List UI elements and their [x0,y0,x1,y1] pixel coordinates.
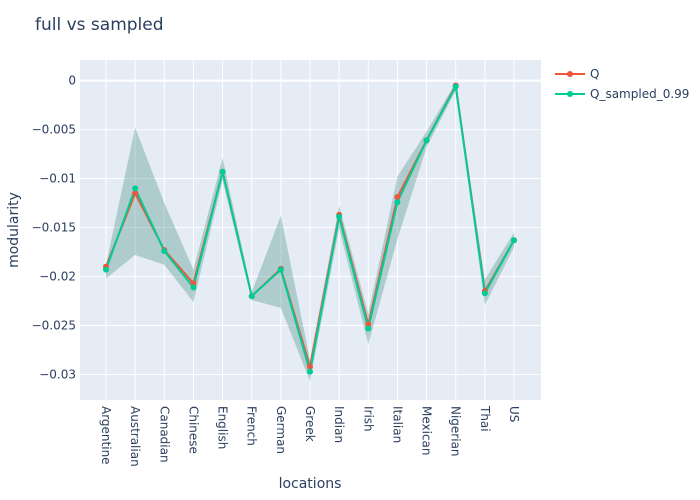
y-axis-title: modularity [6,192,22,268]
legend-marker-q [567,71,573,77]
data-point-q [132,190,139,197]
data-point-q-sampled [103,266,109,273]
x-tick-label: French [245,406,259,446]
data-point-q-sampled [452,83,459,90]
chart-title: full vs sampled [35,15,164,35]
data-point-q-sampled [161,248,168,255]
legend-label-q-sampled: Q_sampled_0.99 [590,87,689,101]
legend-marker-q-sampled [567,91,573,97]
x-tick-label: Argentine [99,406,113,465]
x-tick-label: Australian [128,406,142,467]
x-tick-label: Italian [390,406,404,443]
x-axis-ticks: Argentine Australian Canadian Chinese Englis… [99,405,521,467]
data-point-q-sampled [365,325,372,332]
data-point-q [307,363,313,370]
data-point-q-sampled [132,185,139,192]
x-tick-label: German [274,406,288,454]
confidence-band [106,82,514,382]
x-axis-title: locations [279,476,342,492]
x-tick-label: Canadian [157,406,171,463]
y-axis-ticks: 0 −0.005 −0.01 −0.015 −0.02 −0.025 −0.03 [32,74,76,382]
legend-item-q[interactable]: Q [555,67,599,81]
legend-label-q: Q [590,67,599,81]
series-points [103,82,517,375]
x-tick-label: Irish [361,406,375,432]
y-tick-label: −0.01 [39,172,76,186]
x-tick-label: English [216,406,230,449]
y-tick-label: −0.005 [32,123,76,137]
data-point-q-sampled [277,266,284,273]
data-point-q-sampled [423,137,430,144]
x-tick-label: Chinese [186,406,200,454]
y-tick-label: −0.025 [32,319,76,333]
data-point-q-sampled [481,290,488,297]
data-point-q-sampled [336,213,343,220]
data-point-q-sampled [219,168,226,175]
data-point-q-sampled [248,293,255,300]
legend: Q Q_sampled_0.99 [555,67,689,101]
data-point-q-sampled [190,284,197,291]
y-tick-label: 0 [68,74,76,88]
data-point-q-sampled [394,199,401,206]
gridlines [80,60,541,400]
data-point-q [394,194,401,201]
x-tick-label: Nigerian [449,406,463,457]
legend-item-q-sampled[interactable]: Q_sampled_0.99 [555,87,689,101]
y-tick-label: −0.015 [32,221,76,235]
x-tick-label: Thai [478,405,492,432]
y-tick-label: −0.02 [39,270,76,284]
data-point-q-sampled [307,368,313,375]
x-tick-label: Indian [332,406,346,443]
y-tick-label: −0.03 [39,368,76,382]
x-tick-label: Mexican [420,406,434,456]
data-point-q-sampled [511,237,517,244]
x-tick-label: Greek [303,406,317,442]
x-tick-label: US [507,406,521,422]
sampled-band-area [106,82,514,382]
